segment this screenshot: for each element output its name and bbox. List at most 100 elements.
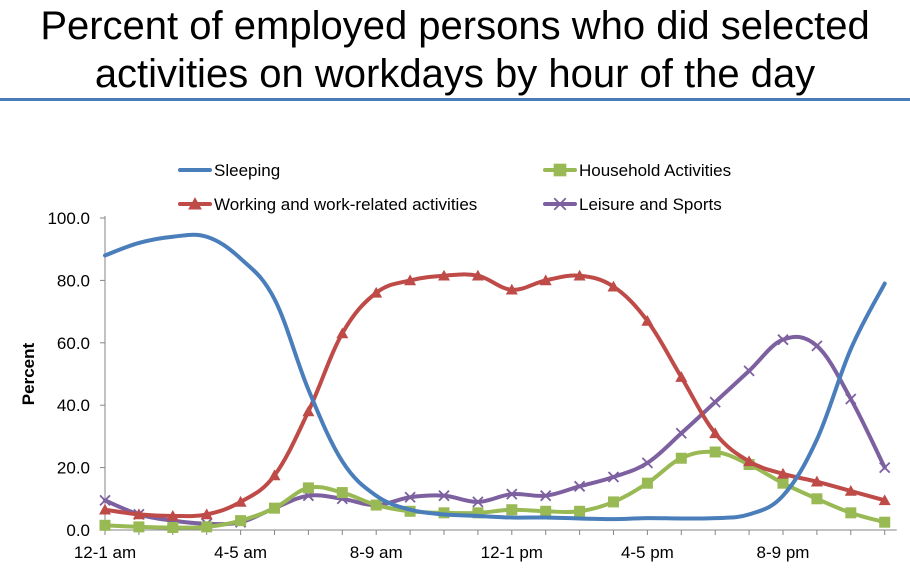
series-sleeping <box>103 232 887 522</box>
title-line-1: Percent of employed persons who did sele… <box>40 4 870 48</box>
data-point <box>132 508 145 520</box>
data-point <box>811 340 823 352</box>
legend-item-working-and-work-related-activities: Working and work-related activities <box>178 195 477 214</box>
data-point <box>539 274 552 286</box>
legend-label: Leisure and Sports <box>579 195 722 214</box>
legend-item-leisure-and-sports: Leisure and Sports <box>543 195 722 214</box>
data-point <box>472 507 484 519</box>
data-point <box>99 494 111 506</box>
series-working-and-work-related-activities <box>99 269 891 521</box>
data-point <box>879 461 891 474</box>
x-tick-label: 8-9 am <box>350 543 403 562</box>
y-tick-label: 100.0 <box>47 209 90 228</box>
data-point <box>573 269 586 281</box>
data-point <box>200 508 213 520</box>
data-point <box>709 396 721 408</box>
data-point <box>269 502 280 514</box>
series-layer <box>99 232 891 534</box>
data-point <box>201 521 213 533</box>
y-tick-label: 0.0 <box>66 521 90 540</box>
x-tick-label: 12-1 pm <box>481 543 543 562</box>
data-point <box>574 505 586 517</box>
data-point <box>573 480 586 492</box>
data-point <box>641 477 653 489</box>
series-line <box>103 334 887 527</box>
data-point <box>811 493 823 505</box>
data-point <box>505 283 518 295</box>
data-point <box>336 327 349 339</box>
data-point <box>810 475 823 487</box>
data-point <box>302 482 314 494</box>
data-point <box>675 452 687 464</box>
title-divider <box>0 98 910 101</box>
x-tick-label: 8-9 pm <box>757 543 810 562</box>
data-point <box>845 507 857 519</box>
data-point <box>675 427 687 439</box>
series-line <box>103 232 887 522</box>
legend-item-household-activities: Household Activities <box>543 161 731 180</box>
y-tick-label: 40.0 <box>57 396 90 415</box>
data-point <box>438 269 450 281</box>
data-point <box>641 314 654 326</box>
data-point <box>709 427 722 439</box>
x-tick-label: 12-1 am <box>74 543 136 562</box>
legend-label: Working and work-related activities <box>214 195 477 214</box>
data-point <box>99 503 111 515</box>
data-point <box>166 509 179 521</box>
data-point <box>404 274 417 286</box>
data-point <box>879 516 891 528</box>
data-point <box>268 469 281 481</box>
data-point <box>506 488 518 500</box>
data-point <box>133 521 145 533</box>
data-point <box>471 269 484 281</box>
title-line-2: activities on workdays by hour of the da… <box>94 52 816 96</box>
data-point <box>438 490 450 502</box>
legend-label: Sleeping <box>214 161 280 180</box>
data-point <box>540 490 552 502</box>
data-point <box>234 495 247 507</box>
data-point <box>777 477 789 489</box>
data-point <box>99 519 111 531</box>
data-point <box>844 485 857 496</box>
data-point <box>709 446 721 458</box>
data-point <box>777 467 789 479</box>
series-leisure-and-sports <box>99 334 891 530</box>
data-point <box>370 286 383 298</box>
x-tick-label: 4-5 am <box>214 543 267 562</box>
y-tick-label: 60.0 <box>57 334 90 353</box>
data-point <box>167 522 179 534</box>
data-point <box>675 371 688 382</box>
data-point <box>472 496 484 508</box>
data-point <box>641 457 654 469</box>
data-point <box>336 487 348 499</box>
data-point <box>607 280 620 292</box>
legend-marker <box>553 163 567 177</box>
y-axis-label: Percent <box>19 342 38 405</box>
x-tick-label: 4-5 pm <box>621 543 674 562</box>
axes: 0.0 20.0 40.0 60.0 80.0 100.0 12-1 am 4-5 am 8-9… <box>47 209 897 562</box>
y-tick-label: 20.0 <box>57 459 90 478</box>
page-title: Percent of employed persons who did sele… <box>0 2 910 98</box>
data-point <box>404 491 416 503</box>
series-household-activities <box>99 446 891 534</box>
data-point <box>878 494 891 506</box>
data-point <box>608 496 619 508</box>
data-point <box>743 365 755 377</box>
data-point <box>540 505 552 517</box>
legend-marker <box>188 197 202 210</box>
legend-item-sleeping: Sleeping <box>178 161 280 180</box>
data-point <box>777 334 789 346</box>
data-point <box>607 471 620 483</box>
data-point <box>845 393 857 405</box>
y-tick-label: 80.0 <box>57 271 90 290</box>
data-point <box>370 499 382 511</box>
legend-marker <box>553 197 567 211</box>
legend-label: Household Activities <box>579 161 731 180</box>
data-point <box>743 455 756 467</box>
legend: Sleeping Working and work-related activit… <box>178 161 731 214</box>
data-point <box>506 504 518 516</box>
series-line <box>103 272 887 519</box>
data-point <box>235 515 247 527</box>
data-point <box>302 405 315 417</box>
